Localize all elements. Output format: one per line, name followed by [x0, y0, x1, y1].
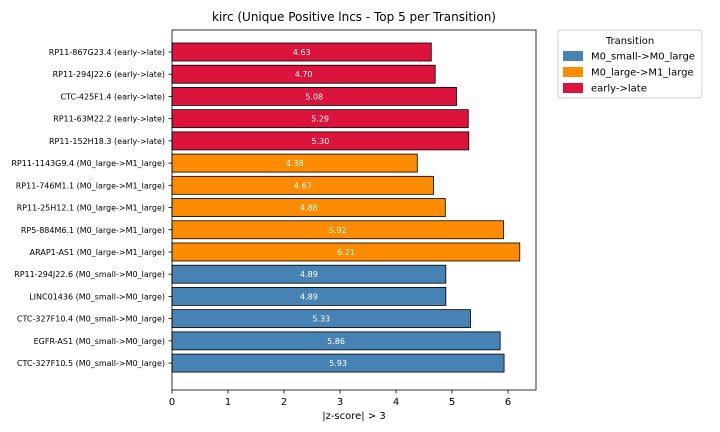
bar-value-label: 4.70: [295, 70, 313, 79]
bar-value-label: 5.93: [329, 359, 347, 368]
y-tick-label: ARAP1-AS1 (M0_large->M1_large): [30, 248, 165, 257]
x-tick-label: 2: [281, 397, 287, 408]
y-tick-label: CTC-425F1.4 (early->late): [60, 92, 165, 101]
legend-title: Transition: [605, 36, 654, 47]
y-tick-label: RP11-867G23.4 (early->late): [49, 48, 165, 57]
x-tick-label: 4: [393, 397, 399, 408]
y-tick-label: RP11-294J22.6 (M0_small->M0_large): [14, 270, 165, 279]
y-tick-label: CTC-327F10.5 (M0_small->M0_large): [17, 359, 165, 368]
legend-swatch: [563, 51, 583, 61]
y-tick-label: EGFR-AS1 (M0_small->M0_large): [34, 337, 165, 346]
legend-entry-label: M0_large->M1_large: [591, 68, 694, 79]
legend-entry-label: M0_small->M0_large: [591, 52, 695, 63]
y-tick-label: RP11-152H18.3 (early->late): [49, 137, 165, 146]
bar-value-label: 4.88: [300, 204, 318, 213]
chart-title: kirc (Unique Positive lncs - Top 5 per T…: [212, 10, 496, 24]
legend-entries: M0_small->M0_large M0_large->M1_largeearl…: [563, 51, 695, 95]
bar-value-label: 5.33: [312, 315, 330, 324]
legend-frame: [557, 29, 703, 99]
y-tick-label: CTC-327F10.4 (M0_small->M0_large): [17, 315, 165, 324]
bar-value-label: 4.63: [293, 48, 311, 57]
y-axis: RP11-867G23.4 (early->late) RP11-294J22.6…: [11, 48, 172, 368]
bar-value-label: 4.67: [294, 181, 312, 190]
x-tick-label: 0: [169, 397, 175, 408]
x-tick-label: 6: [505, 397, 511, 408]
plot-frame: [171, 29, 537, 391]
x-axis: 0 1 2 3 4 5 6: [169, 29, 537, 408]
x-tick-label: 5: [449, 397, 455, 408]
bar-value-label: 6.21: [337, 248, 355, 257]
y-tick-label: LINC01436 (M0_small->M0_large): [29, 292, 165, 301]
legend-swatch: [563, 67, 583, 77]
y-tick-label: RP11-294J22.6 (early->late): [53, 70, 165, 79]
bar-value-label: 4.89: [300, 270, 318, 279]
y-tick-label: RP11-63M22.2 (early->late): [53, 115, 165, 124]
bar-value-label: 5.86: [327, 337, 345, 346]
bar-value-label: 5.30: [311, 137, 329, 146]
y-tick-label: RP5-884M6.1 (M0_large->M1_large): [21, 226, 165, 235]
x-tick-label: 3: [337, 397, 343, 408]
bar-value-label: 5.08: [305, 92, 323, 101]
x-tick-label: 1: [225, 397, 231, 408]
y-tick-label: RP11-746M1.1 (M0_large->M1_large): [16, 181, 165, 190]
y-tick-label: RP11-1143G9.4 (M0_large->M1_large): [11, 159, 165, 168]
y-tick-label: RP11-25H12.1 (M0_large->M1_large): [17, 204, 165, 213]
legend: Transition M0_small->M0_large M0_large->M…: [557, 29, 703, 99]
bar-value-label: 4.38: [286, 159, 304, 168]
legend-entry-label: early->late: [591, 84, 647, 95]
bar-value-label: 4.89: [300, 292, 318, 301]
x-axis-label: |z-score| > 3: [322, 411, 386, 422]
bar-value-label: 5.29: [311, 115, 329, 124]
bar-value-label: 5.92: [329, 226, 347, 235]
bars-layer: 4.63 4.70 5.08 5.29 5.30 4.38 4.67 4.88 5.92 6.21…: [171, 42, 521, 373]
legend-swatch: [563, 83, 583, 93]
